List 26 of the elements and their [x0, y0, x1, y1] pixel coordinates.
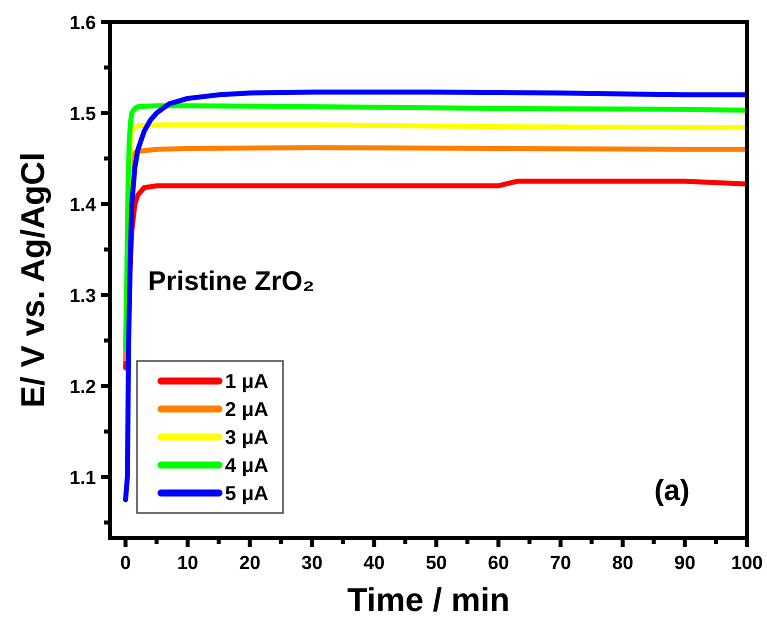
x-tick-label: 20	[239, 553, 260, 574]
x-tick-label: 50	[426, 553, 447, 574]
y-tick-label: 1.2	[70, 377, 96, 398]
x-tick-label: 80	[612, 553, 634, 574]
x-tick-label: 30	[301, 553, 323, 574]
legend-label: 3 μA	[225, 427, 268, 449]
x-tick-label: 100	[731, 553, 763, 574]
y-axis-title: E/ V vs. Ag/AgCl	[14, 152, 51, 408]
x-tick-label: 10	[177, 553, 198, 574]
legend-label: 5 μA	[225, 483, 268, 505]
y-tick-label: 1.6	[70, 13, 96, 34]
legend-label: 2 μA	[225, 399, 268, 421]
x-tick-label: 60	[488, 553, 509, 574]
x-axis-title: Time / min	[347, 581, 510, 618]
x-tick-label: 40	[364, 553, 385, 574]
x-tick-label: 0	[120, 553, 131, 574]
annotation: (a)	[654, 475, 690, 507]
legend-label: 4 μA	[225, 455, 268, 477]
annotation: Pristine ZrO₂	[148, 266, 315, 296]
legend-label: 1 μA	[225, 371, 268, 393]
y-tick-label: 1.1	[70, 468, 96, 490]
x-tick-label: 70	[550, 553, 572, 574]
y-tick-label: 1.4	[70, 195, 96, 216]
y-tick-label: 1.5	[70, 104, 96, 126]
y-tick-label: 1.3	[70, 286, 96, 308]
x-tick-label: 90	[674, 553, 696, 574]
